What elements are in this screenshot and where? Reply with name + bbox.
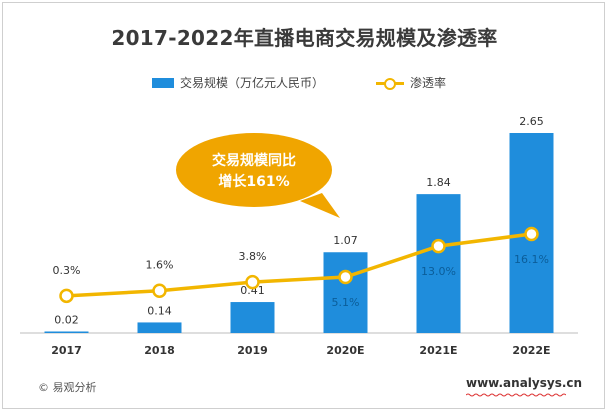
website-label: www.analysys.cn bbox=[466, 376, 583, 390]
penetration-line bbox=[66, 232, 532, 298]
callout-text-line-2: 增长161% bbox=[218, 173, 289, 190]
bar-value-label-2020E: 1.07 bbox=[333, 234, 358, 247]
line-marker-2021E bbox=[431, 238, 446, 254]
category-label-2019: 2019 bbox=[237, 344, 268, 357]
legend-label-line: 渗透率 bbox=[410, 76, 447, 90]
source-name: 易观分析 bbox=[52, 381, 97, 394]
line-marker-2018 bbox=[152, 283, 167, 298]
category-label-2020E: 2020E bbox=[326, 344, 364, 357]
line-value-label-2020E: 5.1% bbox=[332, 296, 360, 309]
legend: 交易规模（万亿元人民币） 渗透率 bbox=[0, 73, 609, 93]
bar-2019 bbox=[230, 302, 275, 333]
line-marker-2022E bbox=[524, 226, 539, 242]
bar-value-label-2022E: 2.65 bbox=[519, 115, 544, 128]
bar-value-label-2017: 0.02 bbox=[54, 313, 79, 326]
callout-bubble bbox=[176, 133, 332, 207]
line-value-label-2018: 1.6% bbox=[146, 259, 174, 272]
category-label-2018: 2018 bbox=[144, 344, 175, 357]
line-marker-2019 bbox=[245, 274, 260, 290]
category-label-2022E: 2022E bbox=[512, 344, 550, 357]
bar-2017 bbox=[44, 331, 89, 333]
bar-value-label-2021E: 1.84 bbox=[426, 176, 451, 189]
line-value-label-2022E: 16.1% bbox=[514, 253, 549, 266]
line-value-label-2017: 0.3% bbox=[53, 264, 81, 277]
chart-frame bbox=[2, 2, 605, 409]
legend-label-bar: 交易规模（万亿元人民币） bbox=[180, 76, 325, 90]
category-label-2021E: 2021E bbox=[419, 344, 457, 357]
callout-text-line-1: 交易规模同比 bbox=[212, 152, 296, 169]
copyright-symbol: © bbox=[38, 381, 49, 394]
website-underline bbox=[466, 393, 566, 397]
line-value-label-2021E: 13.0% bbox=[421, 265, 456, 278]
category-label-2017: 2017 bbox=[51, 344, 82, 357]
source-credit: © 易观分析 bbox=[38, 379, 97, 395]
line-marker-2017 bbox=[59, 288, 74, 304]
callout-pointer bbox=[300, 193, 340, 218]
line-value-label-2019: 3.8% bbox=[239, 250, 267, 263]
bar-2018 bbox=[137, 322, 182, 333]
chart-title: 2017-2022年直播电商交易规模及渗透率 bbox=[111, 26, 498, 50]
bar-value-label-2019: 0.41 bbox=[240, 284, 265, 297]
legend-line-marker bbox=[384, 78, 396, 90]
line-marker-2020E bbox=[338, 269, 353, 285]
legend-bar-swatch bbox=[152, 78, 174, 88]
bar-value-label-2018: 0.14 bbox=[147, 304, 172, 317]
bar-2020E bbox=[323, 252, 368, 333]
bar-2021E bbox=[416, 194, 461, 333]
